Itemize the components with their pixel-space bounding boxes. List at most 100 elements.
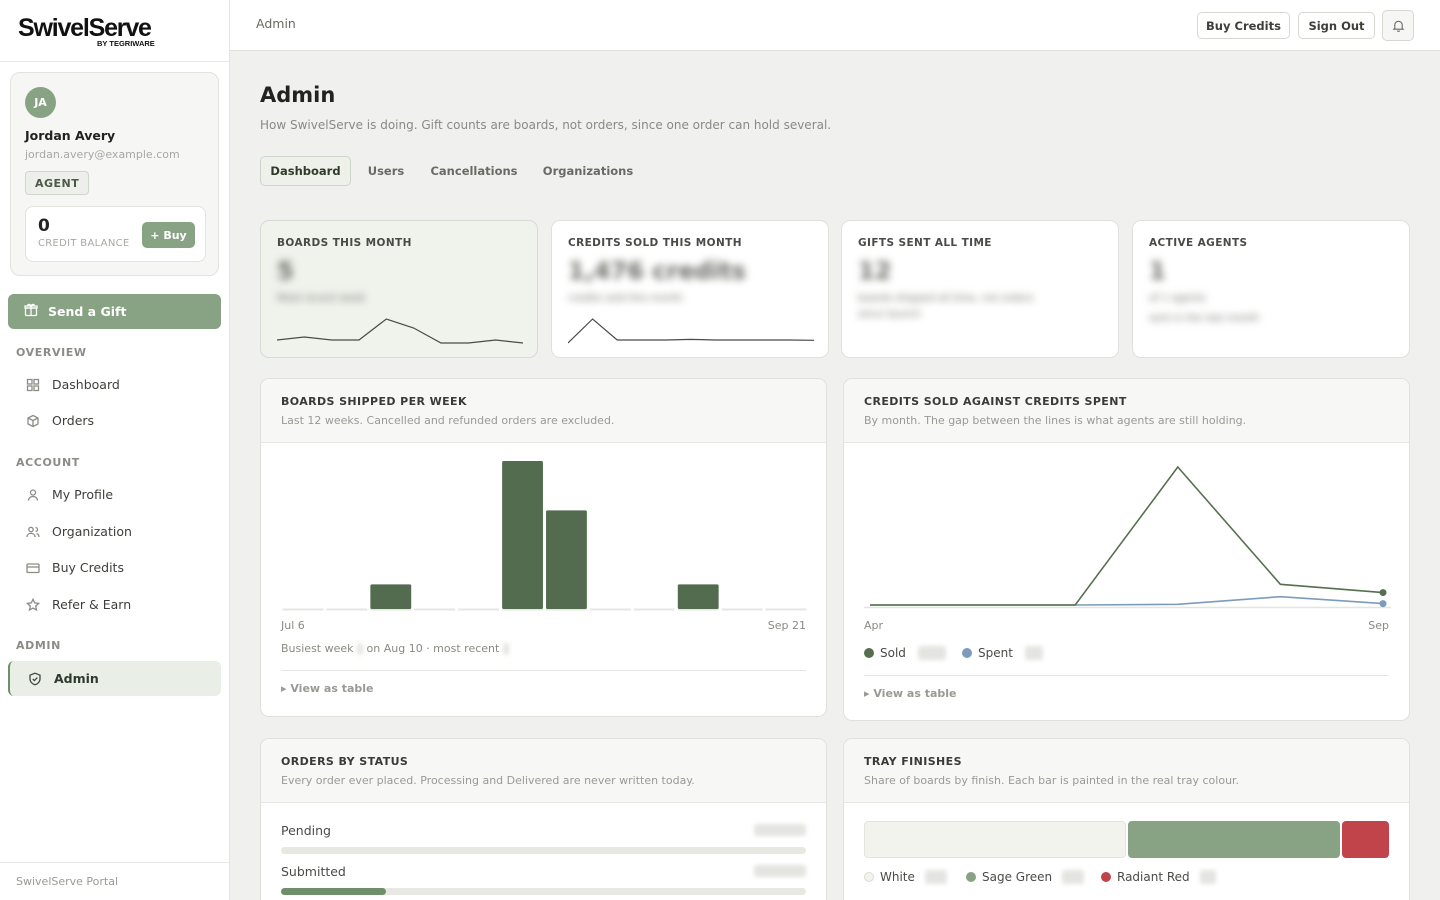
sidebar-item-organization[interactable]: Organization [8,514,221,549]
status-bar-track [281,847,806,854]
shield-check-icon [29,671,41,685]
bar-aug-10 [502,461,543,609]
stat-value: 12 [858,257,892,285]
boards-per-week-panel: BOARDS SHIPPED PER WEEK Last 12 weeks. C… [260,378,827,717]
notifications-button[interactable] [1382,10,1414,41]
stat-value: 1 [1149,257,1166,285]
stat-label: BOARDS THIS MONTH [277,237,412,249]
stat-value: 1,476 credits [568,257,746,285]
sidebar-item-admin[interactable]: Admin [8,661,221,696]
sidebar-item-orders[interactable]: Orders [8,403,221,438]
user-icon [27,488,39,501]
sidebar-item-refer-earn[interactable]: Refer & Earn [8,587,221,622]
send-gift-button[interactable]: Send a Gift [8,294,221,329]
sidebar-item-label: Buy Credits [52,560,124,575]
bar-sep-7 [677,584,719,609]
nav-section-account: ACCOUNT [16,456,80,469]
legend-white: White [864,870,947,884]
panel-title: ORDERS BY STATUS [281,755,409,768]
panel-subtitle: By month. The gap between the lines is w… [864,414,1247,427]
logo[interactable]: SwivelServe BY TEGRIWARE [0,0,229,62]
legend-label: Sold [880,646,906,660]
stat-label: ACTIVE AGENTS [1149,237,1248,249]
legend-spent: Spent [962,646,1043,660]
divider [864,675,1389,676]
legend-label: Spent [978,646,1013,660]
sidebar-item-label: Dashboard [52,377,120,392]
stat-card-gifts-sent: GIFTS SENT ALL TIME 12 boards shipped al… [841,220,1119,358]
logo-wordmark: SwivelServe [18,14,152,42]
finish-segment-white [864,821,1126,858]
x-axis-end-label: Sep [1368,619,1389,632]
busiest-week-line: Busiest week on Aug 10 · most recent [281,642,509,655]
users-icon [26,526,40,537]
gift-icon [24,303,38,320]
sparkline [568,318,814,344]
tab-users[interactable]: Users [367,164,405,178]
role-badge: AGENT [25,171,90,195]
nav-section-admin: ADMIN [16,639,61,652]
buy-credits-small-button[interactable]: + Buy [142,222,195,248]
sidebar-item-buy-credits[interactable]: Buy Credits [8,550,221,585]
stat-value: 5 [277,257,294,285]
stat-note-2: sent in the last month [1149,313,1260,324]
page-title: Admin [260,83,336,107]
stat-note-2: since launch [858,309,921,320]
legend-radiant-red: Radiant Red [1101,870,1216,884]
view-as-table-toggle[interactable]: ▸ View as table [281,682,374,695]
line-endpoint-sold [1379,589,1387,597]
stat-label: GIFTS SENT ALL TIME [858,237,992,249]
legend-dot-sold [864,648,874,658]
redacted-value [1199,870,1216,884]
sign-out-button[interactable]: Sign Out [1298,12,1375,39]
redacted-value [924,870,947,884]
x-axis-start-label: Jul 6 [281,619,305,632]
sidebar-footer: SwivelServe Portal [0,862,229,900]
bar-jul-20 [370,584,412,609]
view-as-table-toggle[interactable]: ▸ View as table [864,687,957,700]
tab-organizations[interactable]: Organizations [542,164,634,178]
redacted-value [1024,646,1043,660]
view-as-table-label: View as table [873,687,957,700]
sidebar-item-label: My Profile [52,487,114,502]
view-as-table-label: View as table [290,682,374,695]
tab-dashboard[interactable]: Dashboard [260,156,351,186]
legend-label: White [880,870,915,884]
credit-balance-box: 0 CREDIT BALANCE + Buy [25,206,206,262]
credits-sold-spent-panel: CREDITS SOLD AGAINST CREDITS SPENT By mo… [843,378,1410,721]
stat-note: credits sold this month [568,293,683,304]
topbar: Admin Buy Credits Sign Out [230,0,1440,51]
user-email: jordan.avery@example.com [25,148,180,161]
buy-credits-button[interactable]: Buy Credits [1197,12,1290,39]
stat-note: Most recent week [277,293,366,304]
x-axis-start-label: Apr [864,619,884,632]
redacted-value [502,643,509,655]
redacted-value [1062,870,1085,884]
breadcrumb: Admin [256,16,296,31]
legend-dot-spent [962,648,972,658]
divider [281,670,806,671]
status-row-submitted: Submitted [281,864,806,895]
page-subtitle: How SwivelServe is doing. Gift counts ar… [260,118,832,132]
x-axis-end-label: Sep 21 [767,619,806,632]
redacted-value [357,643,364,655]
user-card: JA Jordan Avery jordan.avery@example.com… [10,72,219,276]
redacted-value [917,646,946,660]
line-endpoint-spent [1379,600,1387,608]
sparkline [277,318,523,344]
nav-section-overview: OVERVIEW [16,346,87,359]
stat-note: boards shipped all time, not orders [858,293,1034,304]
sidebar-item-dashboard[interactable]: Dashboard [8,367,221,402]
stat-card-active-agents: ACTIVE AGENTS 1 of 1 agents sent in the … [1132,220,1410,358]
bar-aug-17 [546,510,587,609]
sidebar-item-label: Refer & Earn [52,597,132,612]
sidebar-item-label: Admin [54,671,99,686]
sidebar-item-my-profile[interactable]: My Profile [8,477,221,512]
avatar: JA [25,87,56,118]
status-bar-fill [281,888,386,895]
star-icon [26,597,40,611]
status-name: Submitted [281,864,346,879]
finish-segment-radiant-red [1342,821,1389,858]
legend-sold: Sold [864,646,946,660]
tab-cancellations[interactable]: Cancellations [430,164,518,178]
